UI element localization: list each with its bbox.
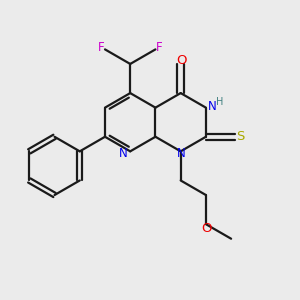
Text: S: S xyxy=(236,130,244,143)
Text: N: N xyxy=(208,100,217,113)
Text: H: H xyxy=(216,97,223,107)
Text: O: O xyxy=(201,221,212,235)
Text: F: F xyxy=(98,41,104,54)
Text: N: N xyxy=(177,147,186,160)
Text: N: N xyxy=(119,147,128,160)
Text: O: O xyxy=(176,54,187,67)
Text: F: F xyxy=(156,41,163,54)
